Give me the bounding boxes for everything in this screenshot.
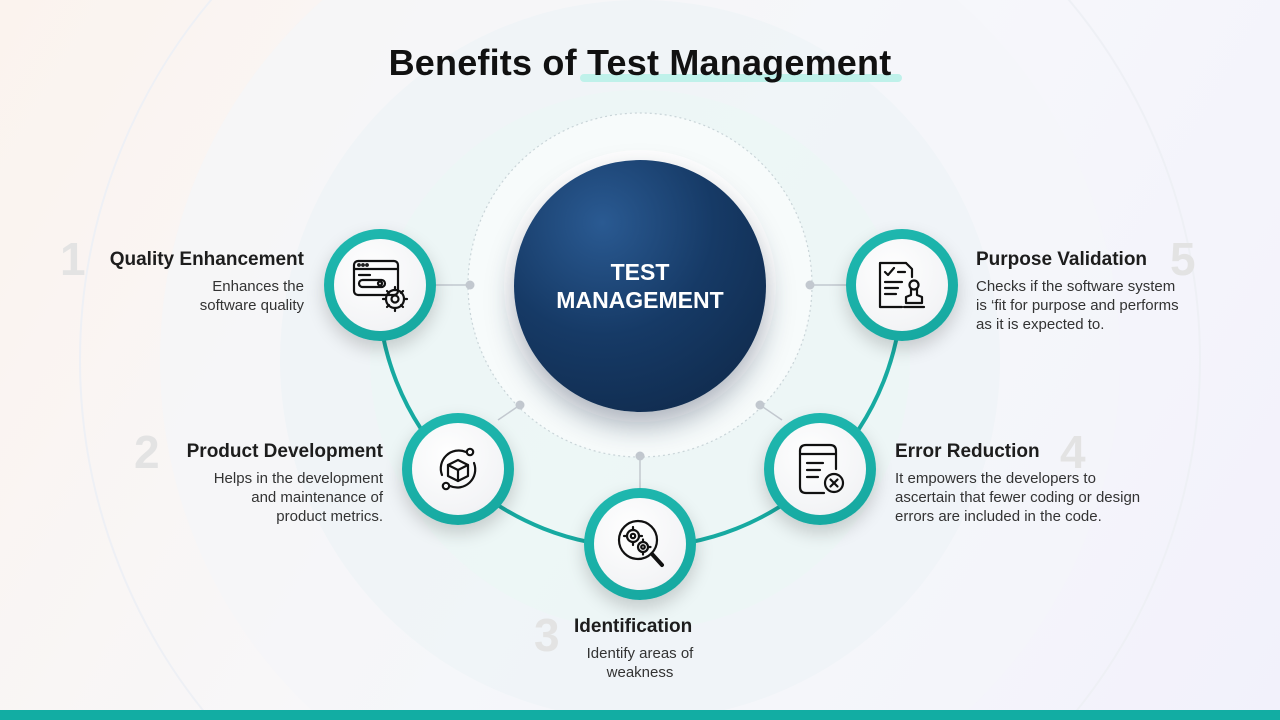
item-number-2: 2: [134, 426, 160, 478]
item-title: Quality Enhancement: [109, 249, 304, 270]
desc-line: as it is expected to.: [976, 316, 1105, 333]
title-prefix: Benefits of: [388, 42, 577, 83]
item-number-5: 5: [1170, 233, 1196, 285]
connector-dot-1: [465, 280, 475, 290]
connector-dot-4: [755, 400, 765, 410]
page-title: Benefits of Test Management: [0, 42, 1280, 84]
node-quality-enhancement: [324, 229, 436, 341]
browser-gear-icon: [352, 259, 409, 313]
item-title: Identification: [574, 616, 693, 637]
connector-dot-3: [635, 451, 645, 461]
item-description: Helps in the development and maintenance…: [130, 469, 383, 526]
gears-magnifier-icon: [617, 519, 664, 567]
desc-line: Enhances the: [212, 278, 304, 295]
desc-line: errors are included in the code.: [895, 508, 1102, 525]
center-line-1: TEST: [610, 259, 670, 285]
desc-line: Helps in the development: [213, 470, 383, 487]
item-description: Enhances the software quality: [60, 277, 304, 315]
center-hub: TEST MANAGEMENT: [514, 160, 766, 412]
connector-dot-2: [515, 400, 525, 410]
label-purpose-validation: Purpose Validation Checks if the softwar…: [976, 249, 1226, 334]
cube-cycle-icon: [439, 447, 477, 491]
desc-line: and maintenance of: [251, 489, 383, 506]
bottom-accent-bar: [0, 710, 1280, 720]
label-error-reduction: Error Reduction It empowers the develope…: [895, 441, 1195, 526]
item-description: Identify areas of weakness: [574, 644, 706, 682]
node-identification: [584, 488, 696, 600]
item-title: Purpose Validation: [976, 249, 1148, 270]
item-title: Error Reduction: [895, 441, 1040, 462]
desc-line: product metrics.: [276, 508, 383, 525]
label-identification: Identification Identify areas of weaknes…: [574, 616, 754, 682]
item-description: Checks if the software system is ‘fit fo…: [976, 277, 1226, 334]
node-product-development: [402, 413, 514, 525]
label-quality-enhancement: Quality Enhancement Enhances the softwar…: [60, 249, 304, 315]
desc-line: is ‘fit for purpose and performs: [976, 297, 1179, 314]
checklist-stamp-icon: [878, 261, 926, 309]
item-number-3: 3: [534, 609, 560, 661]
desc-line: ascertain that fewer coding or design: [895, 489, 1141, 506]
center-line-2: MANAGEMENT: [556, 287, 724, 313]
item-number-1: 1: [60, 233, 86, 285]
item-title: Product Development: [186, 441, 383, 462]
item-description: It empowers the developers to ascertain …: [895, 469, 1195, 526]
connector-dot-5: [805, 280, 815, 290]
desc-line: weakness: [606, 664, 674, 681]
desc-line: It empowers the developers to: [895, 470, 1096, 487]
item-number-4: 4: [1060, 426, 1086, 478]
desc-line: software quality: [199, 297, 304, 314]
node-error-reduction: [764, 413, 876, 525]
node-purpose-validation: [846, 229, 958, 341]
outer-ring: [79, 0, 1201, 720]
title-underline: [580, 74, 902, 82]
title-highlight: Test Management: [587, 42, 892, 83]
label-product-development: Product Development Helps in the develop…: [130, 441, 383, 526]
desc-line: Checks if the software system: [976, 278, 1176, 295]
desc-line: Identify areas of: [586, 645, 694, 662]
document-error-icon: [798, 443, 845, 495]
